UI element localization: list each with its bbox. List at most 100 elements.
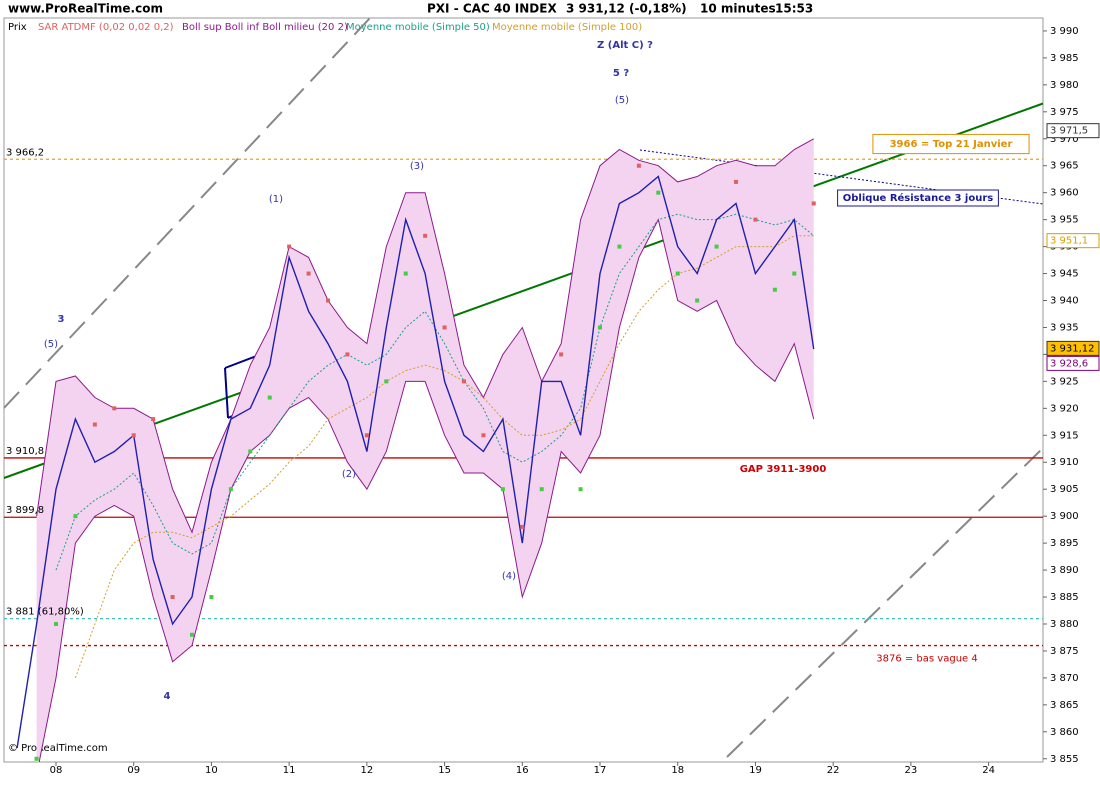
sar-dot [481,433,486,438]
sar-dot [539,487,544,492]
y-tick-label: 3 860 [1050,727,1079,738]
sar-dot [326,298,331,303]
legend-entry: Moyenne mobile (Simple 50) [346,22,490,33]
x-tick-label: 24 [982,765,995,776]
sar-dot [151,417,156,422]
y-tick-label: 3 905 [1050,484,1079,495]
sar-dot [53,621,58,626]
annotation: (4) [502,571,516,582]
annotation: 4 [164,691,171,702]
y-tick-label: 3 915 [1050,430,1079,441]
x-tick-label: 17 [594,765,607,776]
sar-dot [345,352,350,357]
x-tick-label: 23 [905,765,918,776]
y-tick-label: 3 855 [1050,754,1079,765]
quote: 3 931,12 (-0,18%) [566,2,687,16]
annotation: 3966 = Top 21 Janvier [890,139,1013,150]
y-tick-label: 3 895 [1050,538,1079,549]
y-tick-label: 3 880 [1050,619,1079,630]
sar-dot [442,325,447,330]
plot-layer [4,18,1043,762]
y-tick-label: 3 925 [1050,376,1079,387]
sar-dot [423,233,428,238]
sar-dot [753,217,758,222]
y-tick-label: 3 885 [1050,592,1079,603]
y-tick-label: 3 875 [1050,646,1079,657]
x-tick-label: 19 [749,765,762,776]
y-tick-label: 3 940 [1050,296,1079,307]
price-tag [1046,123,1100,139]
sar-dot [73,514,78,519]
annotation-box [837,189,999,207]
band-line [36,138,814,534]
sar-dot [772,287,777,292]
level-label: 3 881 (61,80%) [6,607,84,618]
sar-dot [34,756,39,761]
sar-dot [209,595,214,600]
sar-dot [403,271,408,276]
sar-dot [500,487,505,492]
y-tick-label: 3 985 [1050,53,1079,64]
sar-dot [384,379,389,384]
channel-line [726,447,1043,758]
level-label: 3 899,8 [6,505,44,516]
moving-average [55,213,815,571]
sar-dot [364,433,369,438]
y-tick-label: 3 920 [1050,403,1079,414]
moving-average [74,235,814,679]
level-label: 3 966,2 [6,147,44,158]
price-tag-label: 3 951,1 [1050,236,1088,247]
annotation: 5 ? [613,68,629,79]
legend-entry: Moyenne mobile (Simple 100) [492,22,642,33]
sar-dot [462,379,467,384]
annotation: Z (Alt C) ? [597,40,653,51]
sar-dot [578,487,583,492]
y-tick-label: 3 980 [1050,80,1079,91]
annotation: 3 [58,314,65,325]
sar-dot [287,244,292,249]
sar-dot [112,406,117,411]
sar-dot [695,298,700,303]
annotation: (1) [269,194,283,205]
x-tick-label: 11 [283,765,296,776]
price-tag-label: 3 928,6 [1050,358,1088,369]
x-tick-label: 10 [205,765,218,776]
trend-line [4,102,1043,479]
annotation: (5) [615,95,629,106]
sar-dot [228,487,233,492]
x-tick-label: 08 [50,765,63,776]
price-tag-label: 3 931,12 [1050,343,1095,354]
sar-dot [306,271,311,276]
annotation: (3) [410,161,424,172]
price-tag-label: 3 971,5 [1050,126,1088,137]
legend-entry: SAR ATDMF (0,02 0,02 0,2) [38,22,174,33]
price-tag [1046,233,1100,249]
x-tick-label: 12 [360,765,373,776]
sar-dot [131,433,136,438]
x-tick-label: 22 [827,765,840,776]
price-line [16,175,815,749]
sar-dot [598,325,603,330]
site-name: www.ProRealTime.com [8,2,163,16]
sar-dot [811,201,816,206]
channel-line [4,18,371,409]
y-tick-label: 3 890 [1050,565,1079,576]
annotation-box [872,133,1030,155]
sar-dot [675,271,680,276]
sar-dot [92,422,97,427]
level-label: 3876 = bas vague 4 [876,654,977,665]
x-tick-label: 18 [671,765,684,776]
sar-dot [714,244,719,249]
y-tick-label: 3 990 [1050,26,1079,37]
y-tick-label: 3 945 [1050,269,1079,280]
x-tick-label: 09 [127,765,140,776]
y-tick-label: 3 955 [1050,215,1079,226]
annotation: Oblique Résistance 3 jours [843,192,993,204]
y-tick-label: 3 900 [1050,511,1079,522]
sar-dot [248,449,253,454]
sar-dot [656,190,661,195]
sar-dot [267,395,272,400]
band-line [38,218,815,762]
sar-dot [189,632,194,637]
